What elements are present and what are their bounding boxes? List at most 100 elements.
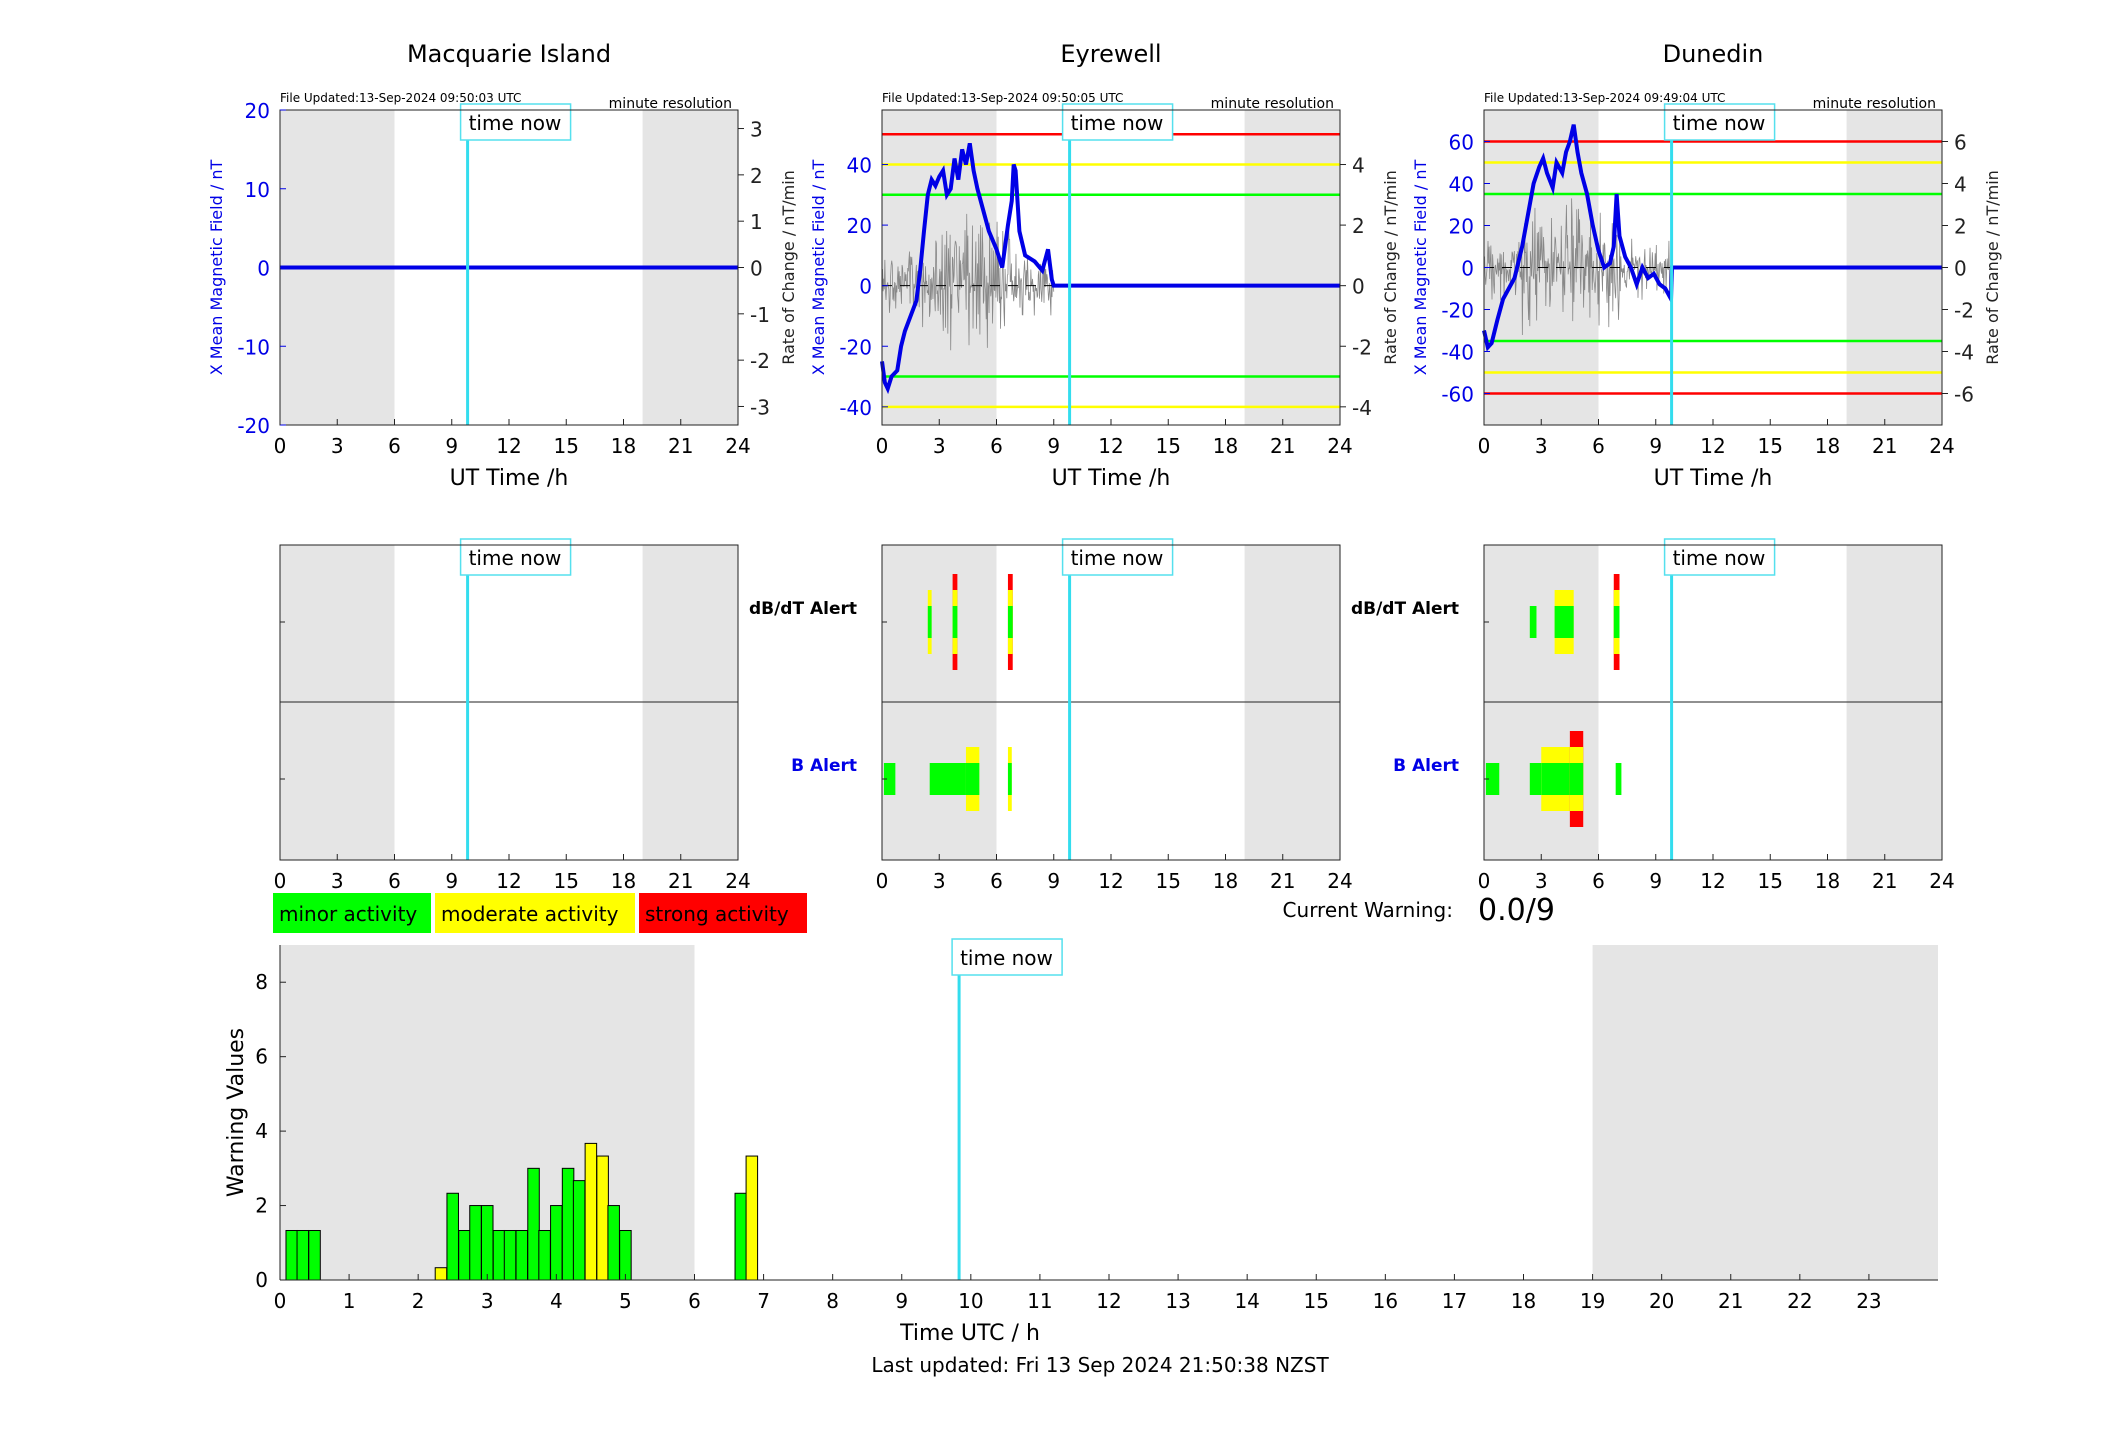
x-tick-label: 3 — [933, 434, 946, 458]
x-tick-label: 18 — [1815, 869, 1840, 893]
b-alert-bar — [1485, 763, 1500, 795]
x-tick-label: 5 — [619, 1289, 632, 1313]
x-tick-label: 21 — [1270, 869, 1295, 893]
y-tick-label: 60 — [1449, 131, 1474, 155]
legend-item-0: minor activity — [273, 893, 431, 933]
b-alert-label: B Alert — [791, 756, 857, 776]
y-tick-label: 2 — [255, 1194, 268, 1218]
y2-tick-label: -1 — [750, 303, 770, 327]
warning-bar — [492, 1229, 506, 1281]
x-tick-label: 6 — [990, 434, 1003, 458]
dbdt-alert-bar — [1529, 606, 1537, 638]
resolution-label: minute resolution — [1211, 96, 1334, 112]
dbdt-alert-bar — [1554, 606, 1574, 638]
y-tick-label: 4 — [255, 1119, 268, 1143]
x-tick-label: 18 — [611, 434, 636, 458]
current-warning-label: Current Warning: — [1283, 898, 1453, 922]
x-tick-label: 0 — [274, 1289, 287, 1313]
warning-bar — [458, 1229, 471, 1281]
b-alert-bar — [883, 763, 896, 795]
night-shade — [1592, 945, 1938, 1280]
x-tick-label: 9 — [1047, 434, 1060, 458]
x-tick-label: 14 — [1234, 1289, 1259, 1313]
x-tick-label: 24 — [1929, 434, 1954, 458]
y2-tick-label: -4 — [1954, 341, 1974, 365]
dbdt-alert-bar — [1613, 606, 1620, 638]
x-tick-label: 20 — [1649, 1289, 1674, 1313]
x-tick-label: 9 — [1649, 869, 1662, 893]
b-alert-bar — [1529, 763, 1542, 795]
x-tick-label: 4 — [550, 1289, 563, 1313]
legend-swatch — [639, 893, 807, 933]
x-tick-label: 0 — [1478, 434, 1491, 458]
y-tick-label: 40 — [847, 154, 872, 178]
x-tick-label: 21 — [668, 434, 693, 458]
x-tick-label: 0 — [876, 869, 889, 893]
y-axis-label: X Mean Magnetic Field / nT — [207, 160, 226, 376]
x-tick-label: 9 — [445, 434, 458, 458]
time-now-label: time now — [469, 111, 562, 135]
time-now-label: time now — [1071, 546, 1164, 570]
warning-bar — [480, 1205, 494, 1281]
x-tick-label: 24 — [1929, 869, 1954, 893]
warning-bar — [503, 1229, 517, 1281]
station-title: Eyrewell — [1060, 40, 1161, 68]
y2-tick-label: 2 — [1352, 214, 1365, 238]
x-tick-label: 9 — [1649, 434, 1662, 458]
x-tick-label: 15 — [1758, 869, 1783, 893]
y2-tick-label: -6 — [1954, 383, 1974, 407]
time-now-label: time now — [1673, 111, 1766, 135]
x-tick-label: 22 — [1787, 1289, 1812, 1313]
time-now-label: time now — [960, 946, 1053, 970]
dbdt-alert-bar — [1007, 606, 1013, 638]
y-tick-label: 0 — [859, 275, 872, 299]
y2-tick-label: 3 — [750, 118, 763, 142]
y-tick-label: -10 — [237, 335, 270, 359]
y-tick-label: 0 — [255, 1268, 268, 1292]
time-now-box — [951, 938, 1063, 976]
x-tick-label: 18 — [1511, 1289, 1536, 1313]
y2-tick-label: -3 — [750, 395, 770, 419]
y-axis-label: X Mean Magnetic Field / nT — [809, 160, 828, 376]
x-tick-label: 21 — [1872, 434, 1897, 458]
x-tick-label: 0 — [274, 869, 287, 893]
time-now-label: time now — [1071, 111, 1164, 135]
x-tick-label: 9 — [445, 869, 458, 893]
x-tick-label: 24 — [1327, 434, 1352, 458]
x-tick-label: 18 — [1815, 434, 1840, 458]
legend-item-2: strong activity — [639, 893, 807, 933]
warning-bar — [285, 1229, 299, 1281]
dbdt-alert-bar — [927, 606, 932, 638]
y2-tick-label: 0 — [1954, 257, 1967, 281]
x-tick-label: 3 — [1535, 434, 1548, 458]
field-series — [1482, 124, 1942, 352]
y2-tick-label: 2 — [1954, 215, 1967, 239]
x-tick-label: 3 — [933, 869, 946, 893]
y2-tick-label: -2 — [750, 349, 770, 373]
dbdt-alert-label: dB/dT Alert — [1351, 599, 1459, 619]
x-tick-label: 17 — [1442, 1289, 1467, 1313]
y2-tick-label: 4 — [1352, 154, 1365, 178]
b-alert-bar — [1569, 763, 1584, 795]
file-updated: File Updated:13-Sep-2024 09:49:04 UTC — [1484, 91, 1725, 105]
rate-of-change-series — [881, 213, 1055, 351]
y-tick-label: -40 — [1441, 341, 1474, 365]
y-tick-label: -60 — [1441, 383, 1474, 407]
x-tick-label: 12 — [1096, 1289, 1121, 1313]
x-tick-label: 21 — [1718, 1289, 1743, 1313]
x-axis-label: UT Time /h — [1654, 466, 1773, 491]
b-alert-bar — [929, 763, 966, 795]
file-updated: File Updated:13-Sep-2024 09:50:03 UTC — [280, 91, 521, 105]
y-tick-label: 40 — [1449, 173, 1474, 197]
x-tick-label: 0 — [274, 434, 287, 458]
x-tick-label: 15 — [1156, 869, 1181, 893]
x-tick-label: 21 — [1270, 434, 1295, 458]
field-series — [880, 142, 1340, 395]
activity-legend: minor activity moderate activity strong ac… — [273, 893, 807, 933]
x-tick-label: 12 — [1700, 869, 1725, 893]
warning-bar — [527, 1167, 540, 1281]
